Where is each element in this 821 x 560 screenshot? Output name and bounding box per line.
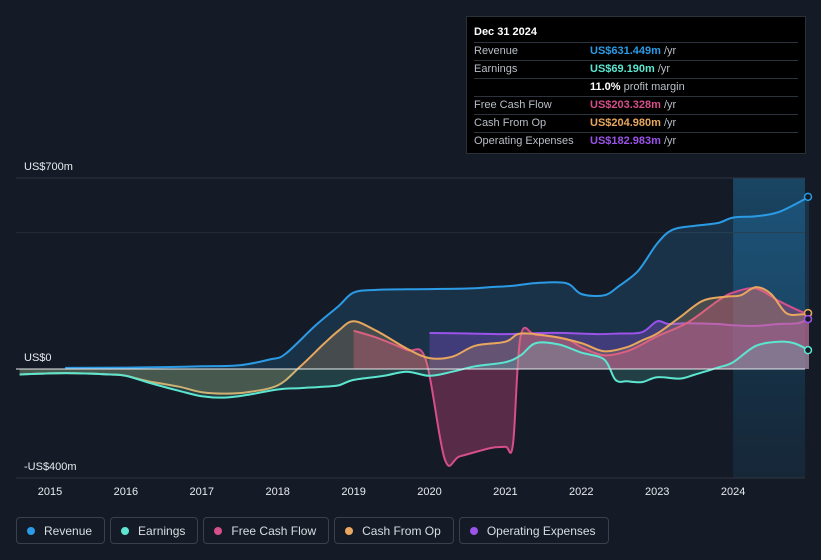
x-tick-label: 2024 — [721, 486, 745, 498]
tooltip-label: Free Cash Flow — [474, 99, 552, 111]
legend-label: Earnings — [138, 523, 186, 538]
tooltip-value: US$69.190m — [590, 63, 655, 75]
legend-dot-icon — [469, 526, 478, 535]
line-chart: US$700m US$0 -US$400m 2015 2016 2017 2018 2019 2… — [16, 161, 813, 498]
tooltip-value: US$631.449m — [590, 45, 661, 57]
tooltip-unit: /yr — [657, 63, 671, 75]
legend-label: Free Cash Flow — [231, 523, 317, 538]
x-tick-label: 2021 — [493, 486, 517, 498]
cash-from-op-line — [19, 286, 810, 395]
legend-label: Revenue — [44, 523, 93, 538]
operating-expenses-end-marker — [803, 314, 813, 324]
tooltip-row: Free Cash Flow US$203.328m/yr — [474, 97, 798, 115]
operating-expenses-area — [429, 319, 809, 369]
x-tick-label: 2022 — [569, 486, 593, 498]
tooltip-label: Operating Expenses — [474, 135, 574, 147]
legend-dot-icon — [345, 526, 354, 535]
tooltip-row: Operating Expenses US$182.983m/yr — [474, 133, 798, 150]
tooltip-label — [474, 79, 590, 96]
legend-item-cash-from-op[interactable]: Cash From Op — [334, 517, 454, 544]
tooltip-value: US$203.328m — [590, 99, 661, 111]
tooltip-value: US$182.983m — [590, 135, 661, 147]
legend-label: Operating Expenses — [486, 523, 596, 538]
x-tick-label: 2020 — [417, 486, 441, 498]
y-tick-label: US$0 — [24, 352, 52, 364]
x-tick-label: 2023 — [645, 486, 669, 498]
legend-label: Cash From Op — [362, 523, 441, 538]
legend-item-operating-expenses[interactable]: Operating Expenses — [458, 517, 609, 544]
tooltip-row: Cash From Op US$204.980m/yr — [474, 115, 798, 133]
tooltip-label: Cash From Op — [474, 117, 547, 129]
tooltip-unit: /yr — [663, 135, 677, 147]
tooltip: Dec 31 2024 Revenue US$631.449m/yr Earning… — [466, 16, 806, 154]
tooltip-row: 11.0% profit margin — [474, 79, 798, 97]
tooltip-row: Earnings US$69.190m/yr — [474, 61, 798, 79]
revenue-end-marker — [803, 192, 813, 202]
legend-dot-icon — [27, 526, 35, 535]
legend-dot-icon — [214, 526, 223, 535]
revenue-area — [65, 196, 809, 369]
tooltip-value: US$204.980m — [590, 117, 661, 129]
cash-from-op-area — [19, 287, 810, 394]
legend: Revenue Earnings Free Cash Flow Cash From O… — [16, 517, 614, 546]
tooltip-unit: /yr — [663, 45, 677, 57]
tooltip-value: 11.0% — [590, 81, 621, 93]
legend-item-revenue[interactable]: Revenue — [16, 517, 106, 544]
earnings-line — [19, 340, 810, 399]
x-tick-label: 2019 — [341, 486, 365, 498]
tooltip-unit: /yr — [663, 99, 677, 111]
tooltip-row: Revenue US$631.449m/yr — [474, 43, 798, 61]
legend-item-earnings[interactable]: Earnings — [110, 517, 199, 544]
tooltip-label: Earnings — [474, 63, 518, 75]
x-tick-label: 2017 — [190, 486, 214, 498]
x-tick-label: 2015 — [38, 486, 62, 498]
free-cash-flow-area — [353, 288, 809, 466]
legend-dot-icon — [121, 526, 130, 535]
tooltip-unit: profit margin — [623, 81, 685, 93]
x-tick-label: 2018 — [265, 486, 289, 498]
tooltip-label: Revenue — [474, 45, 519, 57]
y-tick-label: US$700m — [24, 161, 73, 173]
legend-item-free-cash-flow[interactable]: Free Cash Flow — [203, 517, 330, 544]
revenue-line — [65, 195, 810, 369]
x-tick-label: 2016 — [114, 486, 138, 498]
forecast-highlight — [733, 178, 805, 478]
earnings-end-marker — [803, 345, 813, 355]
y-tick-label: -US$400m — [24, 461, 77, 473]
tooltip-date: Dec 31 2024 — [474, 24, 798, 43]
tooltip-unit: /yr — [663, 117, 677, 129]
earnings-area — [19, 341, 810, 398]
